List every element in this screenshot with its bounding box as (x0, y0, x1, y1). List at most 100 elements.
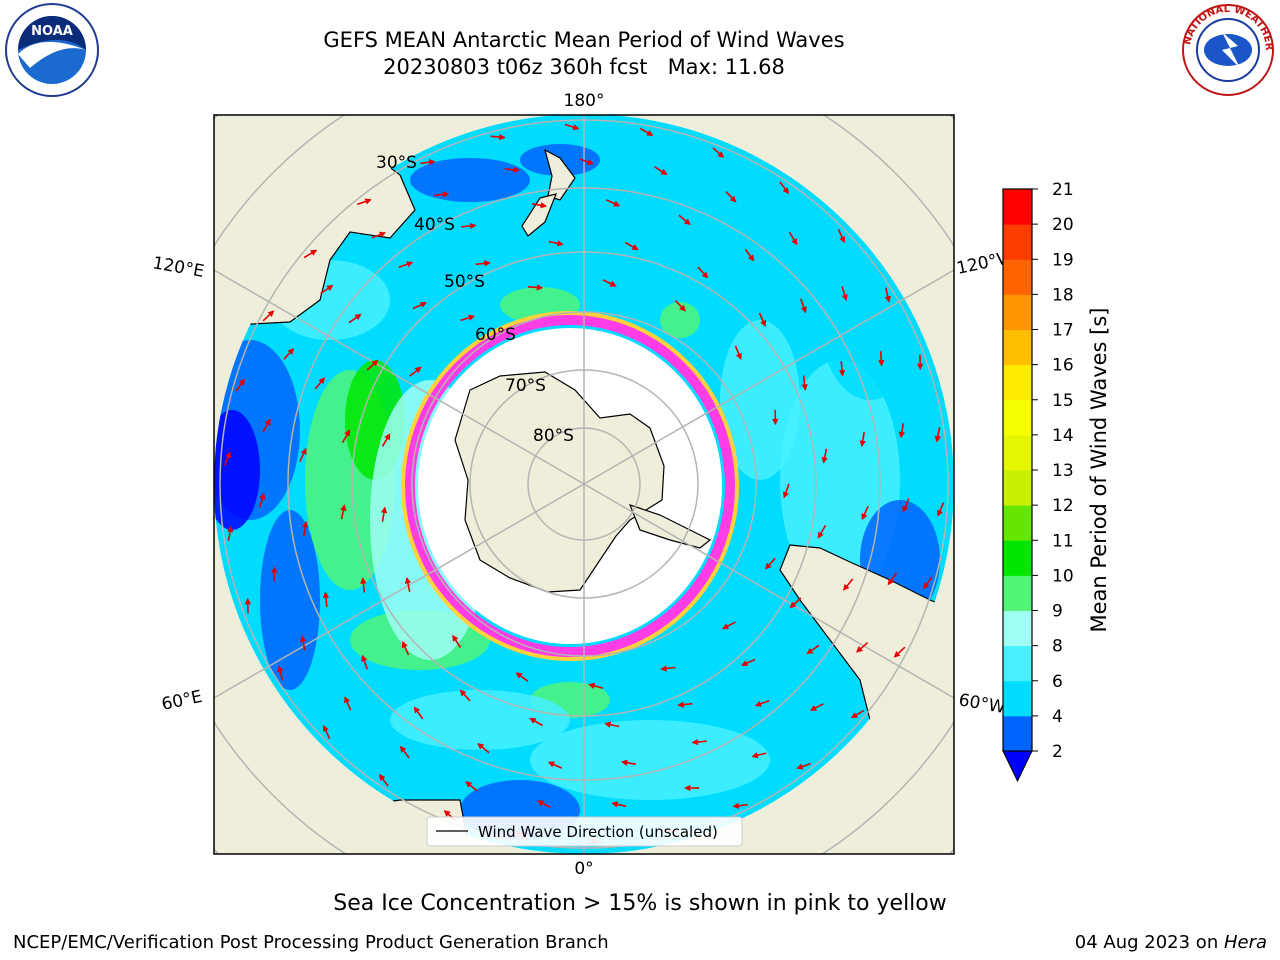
colorbar-ticks: 2 4 6 8 9 10 11 12 13 14 15 16 17 18 19 20 21 (1032, 180, 1074, 762)
colorbar-bins (1003, 189, 1032, 752)
wind-wave-arrow (604, 721, 620, 728)
wind-wave-arrow (721, 621, 736, 630)
wind-wave-arrow (259, 492, 266, 508)
colorbar-bin (1003, 399, 1032, 436)
wind-wave-arrow (529, 717, 543, 727)
colorbar-bin (1003, 680, 1032, 717)
wind-wave-arrow (779, 181, 790, 195)
lat-label-50s: 50°S (444, 272, 485, 292)
nws-logo-icon: NATIONAL WEATHER SERVICE (1178, 2, 1274, 96)
wind-wave-arrow (262, 418, 271, 433)
wind-wave-arrow (754, 699, 770, 707)
wind-wave-arrow (887, 572, 898, 586)
wind-wave-arrow (856, 642, 869, 653)
credit-date: 04 Aug 2023 on (1074, 932, 1224, 953)
colorbar-bin (1003, 470, 1032, 506)
wave-period-patch (214, 410, 260, 530)
wind-wave-arrow (817, 525, 827, 539)
wind-wave-arrow (934, 427, 941, 443)
colorbar-tick-label: 18 (1052, 285, 1074, 305)
wind-wave-arrow (340, 504, 347, 520)
colorbar-bin (1003, 505, 1032, 541)
map-frame (213, 114, 955, 855)
credit-right: 04 Aug 2023 on Hera (1075, 932, 1267, 953)
wind-wave-arrow (712, 147, 725, 158)
colorbar-tick-label: 8 (1052, 637, 1063, 657)
latitude-labels: 30°S 40°S 50°S 60°S 70°S 80°S (376, 153, 574, 446)
colorbar-tick-label: 14 (1052, 426, 1074, 446)
wind-wave-arrow (527, 284, 544, 291)
wind-wave-arrow (765, 557, 776, 570)
wind-wave-arrow (465, 781, 478, 792)
colorbar: 2 4 6 8 9 10 11 12 13 14 15 16 17 18 19 20 21 Mean Perio… (1002, 180, 1111, 783)
colorbar-tick-label: 12 (1052, 496, 1074, 516)
noaa-logo-text: NOAA (31, 24, 73, 39)
wind-wave-arrow (378, 773, 389, 787)
wind-wave-arrow (413, 706, 424, 720)
wind-wave-arrow (341, 429, 351, 443)
meridians (214, 115, 954, 854)
wind-wave-arrow (678, 214, 691, 226)
plot-subtitle: 20230803 t06z 360h fcst Max: 11.68 (383, 55, 785, 79)
wind-wave-arrow (861, 505, 869, 521)
credit-left: NCEP/EMC/Verification Post Processing Pr… (13, 932, 609, 953)
wind-wave-arrow (660, 665, 676, 672)
wind-wave-arrow (809, 703, 824, 711)
wind-wave-arrow (564, 123, 580, 131)
legend: Wind Wave Direction (unscaled) (426, 816, 743, 847)
wind-wave-arrow (452, 634, 462, 649)
colorbar-bin (1003, 575, 1032, 611)
colorbar-tick-label: 20 (1052, 215, 1074, 235)
wind-wave-arrow (361, 654, 369, 670)
wind-wave-arrow (434, 191, 450, 198)
wind-wave-arrow (579, 158, 595, 165)
wind-wave-arrow (380, 506, 388, 522)
wind-wave-arrow (796, 762, 811, 770)
wind-wave-arrow (302, 520, 309, 537)
wind-wave-arrow (303, 249, 318, 259)
wind-wave-arrow (741, 658, 756, 667)
colorbar-bin (1003, 610, 1032, 647)
colorbar-tick-label: 15 (1052, 391, 1074, 411)
wind-wave-arrow (381, 433, 391, 447)
wind-wave-arrow (751, 752, 767, 759)
map-area: 30°S 40°S 50°S 60°S 70°S 80°S Wind Wave … (214, 115, 954, 854)
wind-wave-arrow (937, 502, 945, 517)
wind-wave-arrow (850, 709, 865, 719)
wind-wave-arrow (625, 241, 639, 251)
wind-wave-arrow (227, 525, 234, 541)
colorbar-tick-label: 16 (1052, 356, 1074, 376)
plot-title: GEFS MEAN Antarctic Mean Period of Wind … (323, 28, 845, 52)
colorbar-tick-label: 6 (1052, 672, 1063, 692)
wind-wave-arrow (639, 127, 654, 136)
wind-wave-arrow (878, 351, 885, 367)
sea-ice-caption: Sea Ice Concentration > 15% is shown in … (333, 891, 947, 916)
lat-label-40s: 40°S (414, 215, 455, 235)
colorbar-tick-label: 4 (1052, 707, 1063, 727)
wind-wave-arrow (841, 286, 848, 302)
wind-wave-arrow (691, 738, 707, 746)
lat-label-80s: 80°S (533, 426, 574, 446)
wind-wave-arrow (620, 759, 637, 766)
wind-wave-arrow (884, 287, 891, 303)
wind-wave-arrow (477, 742, 490, 754)
wind-wave-arrow (398, 261, 414, 269)
wind-wave-arrow (371, 231, 386, 239)
new-zealand-land (544, 148, 576, 201)
colorbar-bin (1003, 434, 1032, 471)
wind-wave-arrow (515, 672, 529, 682)
wave-period-patch (530, 720, 770, 800)
wind-wave-arrow (902, 498, 910, 513)
wind-wave-arrow (344, 696, 352, 711)
wind-wave-arrow (788, 231, 798, 246)
wind-wave-arrow (412, 301, 427, 310)
wave-period-patch (660, 302, 700, 338)
colorbar-tick-label: 21 (1052, 180, 1074, 200)
wind-wave-arrow (744, 248, 755, 262)
colorbar-tick-label: 11 (1052, 531, 1074, 551)
wind-wave-arrow (782, 483, 790, 499)
wind-wave-arrow (299, 447, 307, 463)
wind-wave-arrow (588, 682, 604, 689)
colorbar-bin (1003, 259, 1032, 295)
credit-machine: Hera (1223, 932, 1267, 953)
